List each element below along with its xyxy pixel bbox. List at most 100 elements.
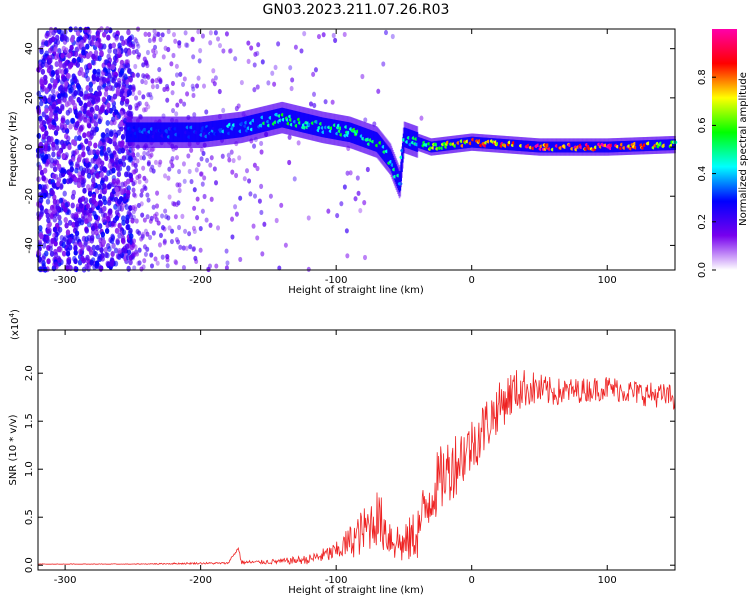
spectrogram-cell (53, 251, 59, 258)
spectrogram-cell (153, 256, 158, 262)
spectrogram-cell (78, 125, 84, 132)
spectrogram-cell (242, 176, 247, 182)
spectrogram-cell (471, 136, 474, 148)
spectrogram-cell (142, 244, 147, 250)
spectrogram-cell (93, 113, 98, 120)
spectrogram-cell (187, 122, 189, 143)
spectrogram-cell (246, 58, 251, 64)
spectrogram-cell (455, 138, 458, 150)
spectrogram-cell (131, 204, 136, 211)
spectrogram-cell (249, 45, 254, 51)
spectrogram-cell (379, 136, 381, 156)
spectrogram-cell (387, 146, 389, 167)
spectrogram-cell (88, 249, 94, 256)
spectrogram-cell (57, 93, 62, 100)
spectrogram-cell (491, 138, 494, 150)
spectrogram-cell (133, 206, 138, 212)
spectrogram-cell (126, 165, 131, 172)
spectrogram-cell (71, 150, 76, 157)
spectrogram-cell (167, 194, 172, 200)
spectrogram-cell (287, 159, 292, 166)
spectrogram-cell (199, 147, 204, 153)
spectrogram-cell (227, 157, 232, 163)
spectrogram-cell (239, 79, 244, 86)
spectrogram-cell (143, 122, 145, 143)
spectrogram-cell (289, 85, 294, 92)
spectrogram-cell (264, 111, 267, 132)
spectrogram-cell (175, 102, 180, 108)
spectrogram-cell (375, 131, 377, 152)
spectrogram-cell (93, 163, 99, 170)
spectrogram-cell (95, 244, 100, 251)
spectrogram-cell (83, 102, 88, 109)
spectrogram-cell (257, 198, 262, 204)
spectrogram-cell (169, 61, 174, 67)
spectrogram-cell (301, 112, 304, 133)
spectrogram-cell (51, 103, 56, 110)
spectrogram-cell (165, 97, 170, 103)
spectrogram-cell (158, 36, 163, 43)
spectrogram-cell (155, 260, 160, 266)
spectrogram-cell (133, 162, 138, 169)
spectrogram-cell (259, 149, 264, 155)
spectrogram-cell (171, 107, 176, 114)
spectrogram-cell (96, 255, 102, 262)
spectrogram-cell (61, 143, 66, 150)
spectrogram-cell (373, 131, 376, 151)
spectrogram-cell (126, 223, 131, 230)
colorbar-tick-label: 0.8 (697, 69, 708, 85)
spectrogram-cell (42, 156, 47, 163)
spectrogram-cell (45, 234, 50, 241)
spectrogram-cell (95, 149, 100, 156)
spectrogram-cell (83, 93, 89, 100)
spectrogram-cell (174, 155, 179, 161)
spectrogram-cell (268, 193, 273, 199)
spectrogram-cell (395, 164, 398, 184)
spectrogram-cell (102, 31, 107, 38)
spectrogram-cell (71, 57, 77, 64)
spectrogram-cell (253, 114, 256, 134)
spectrogram-cell (90, 234, 95, 241)
spectrogram-cell (542, 141, 545, 153)
snr-y-axis-label: SNR (10 * v/v) (8, 414, 19, 485)
spectrogram-cell (177, 40, 182, 46)
spectrogram-cell (344, 121, 346, 142)
spectrogram-cell (169, 122, 172, 143)
spectrogram-cell (105, 222, 110, 229)
spectrogram-cell (101, 96, 107, 103)
snr-x-tick-label: 0 (469, 575, 475, 586)
spectrogram-cell (144, 59, 149, 65)
spectrogram-cell (278, 108, 280, 129)
spectrogram-cell (89, 259, 94, 266)
spectrogram-cell (428, 140, 430, 152)
spectrogram-cell (245, 168, 250, 174)
spectrogram-cell (271, 109, 274, 130)
spectrogram-cell (192, 187, 197, 193)
spectrogram-cell (163, 173, 168, 179)
spectrogram-cell (91, 172, 97, 179)
spectrogram-cell (411, 130, 414, 151)
spectrogram-cell (419, 137, 422, 149)
spectrogram-cell (73, 234, 78, 241)
spectrogram-cell (53, 158, 58, 165)
spectrogram-cell (83, 34, 88, 41)
spectrogram-cell (119, 35, 124, 42)
spectrogram-cell (474, 136, 476, 148)
spectrogram-cell (334, 119, 337, 140)
spectrogram-cell (513, 139, 515, 151)
spectrogram-cell (78, 100, 83, 107)
spectrogram-cell (104, 228, 110, 235)
spectrogram-cell (45, 198, 51, 205)
spectrogram-cell (75, 121, 80, 128)
spectrogram-cell (71, 139, 76, 146)
spectrogram-cell (212, 81, 217, 87)
spectrogram-cell (131, 214, 136, 221)
spectrogram-cell (515, 139, 517, 151)
spectrogram-cell (645, 140, 648, 152)
spectrogram-cell (202, 122, 205, 142)
spectrogram-cell (52, 194, 57, 201)
spectrogram-cell (55, 205, 61, 212)
spectrogram-cell (601, 141, 603, 153)
spectrogram-cell (112, 48, 118, 55)
spectrogram-x-tick-label: 100 (598, 275, 617, 286)
